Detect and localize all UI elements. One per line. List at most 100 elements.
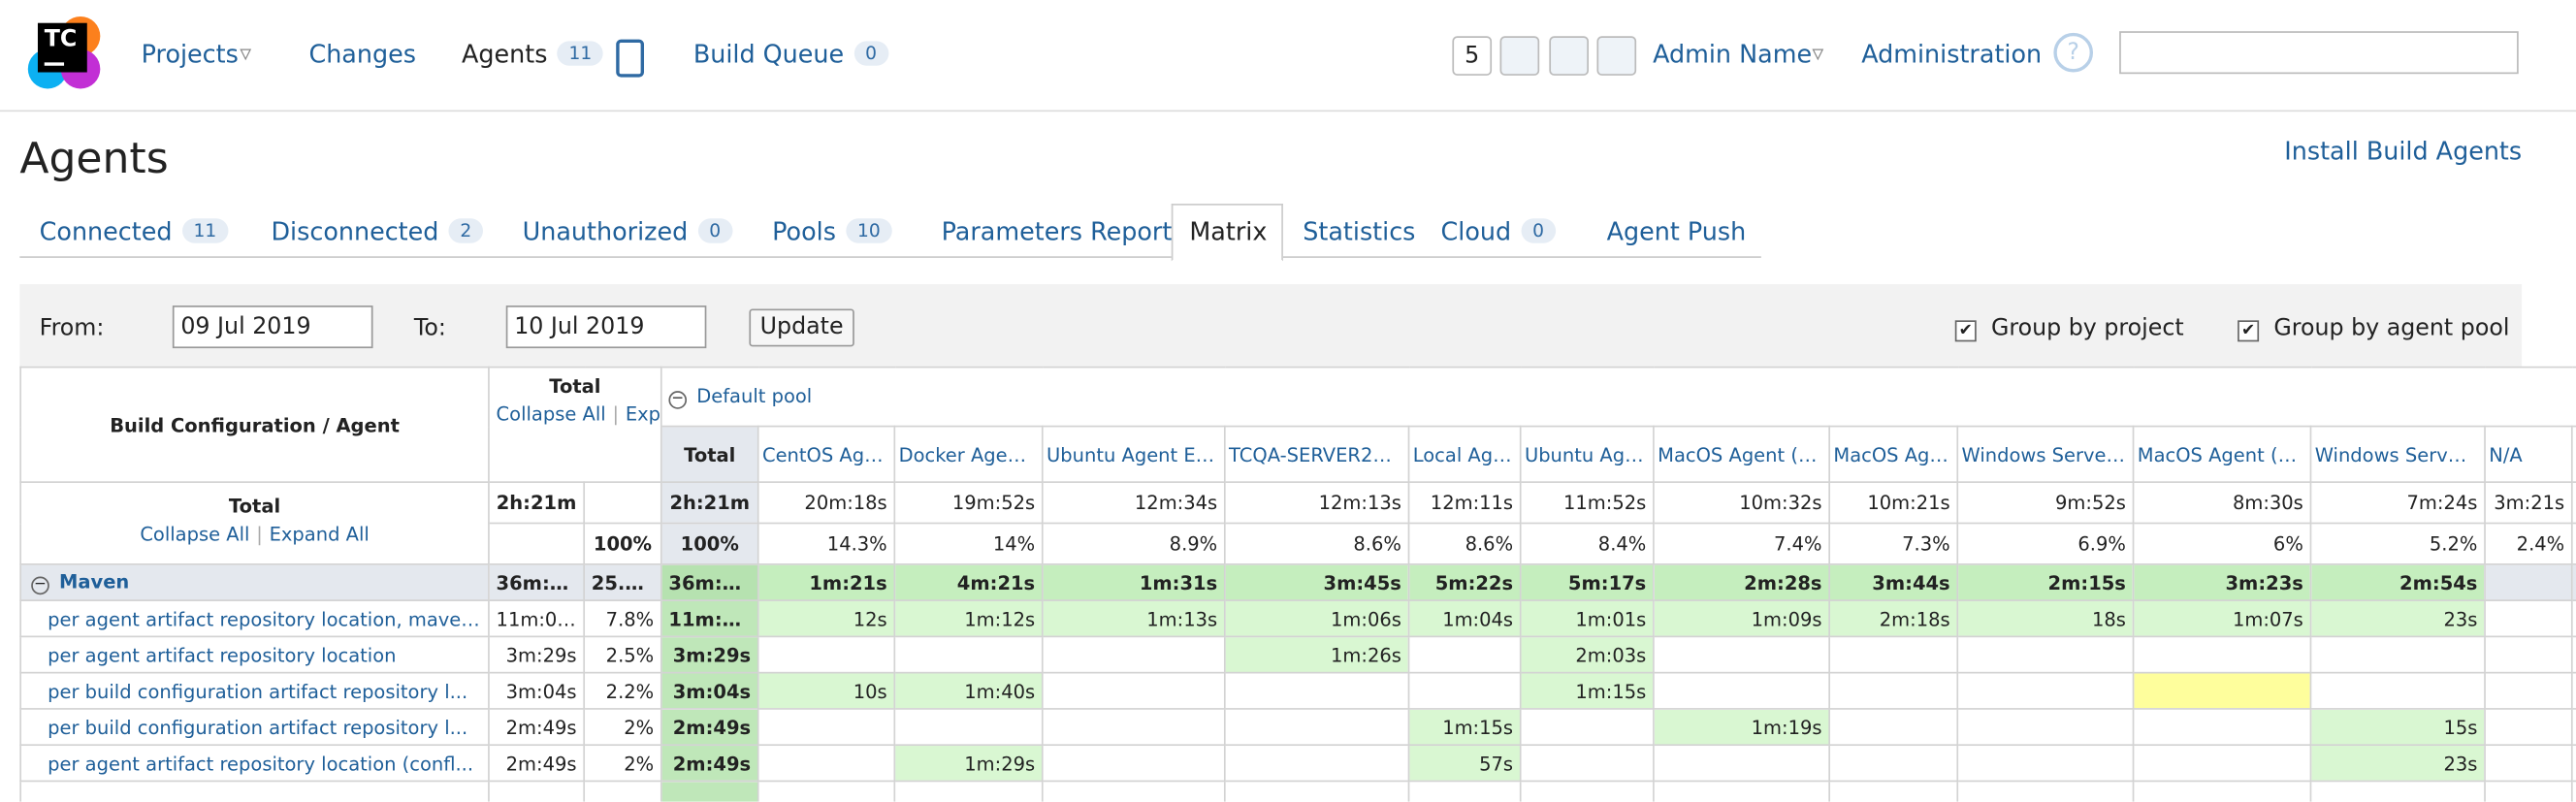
config-name[interactable]: per build configuration artifact reposit… xyxy=(19,708,490,747)
agent-time xyxy=(1407,635,1522,674)
to-input[interactable]: 10 Jul 2019 xyxy=(505,305,707,349)
total-time xyxy=(488,522,586,565)
collapse-all[interactable]: Collapse All xyxy=(140,522,250,546)
tab[interactable]: Parameters Report xyxy=(942,217,1173,246)
total-label: Total Collapse All | Expand All xyxy=(19,481,490,565)
tab[interactable]: Pools 10 xyxy=(772,217,892,246)
logo[interactable]: TC xyxy=(24,14,103,92)
tab[interactable]: Matrix xyxy=(1189,217,1267,246)
row-pool-total: 11m:04s xyxy=(660,599,759,638)
collapse-expand: Collapse All|Expand All xyxy=(28,518,482,553)
expand-all[interactable]: Expand All xyxy=(269,522,370,546)
config-name[interactable]: per agent artifact repository location, … xyxy=(19,599,490,638)
row-pool-total: 3m:04s xyxy=(660,671,759,710)
row-total: 36m:21s xyxy=(488,563,586,601)
agent-time: 15s xyxy=(2309,708,2486,747)
tab[interactable]: Connected 11 xyxy=(40,217,229,246)
agent-header[interactable]: Ubuntu Agent xyxy=(1519,425,1655,484)
agent-time xyxy=(2484,744,2573,783)
agent-time: 1m:26s xyxy=(1223,635,1410,674)
device-icon[interactable] xyxy=(616,39,645,78)
pool-total: 2h:21m xyxy=(660,481,759,525)
page-title: Agents xyxy=(19,134,169,184)
logo-icon xyxy=(27,16,101,89)
dropdown-arrow[interactable]: ▿ xyxy=(1812,41,1824,68)
config-name[interactable]: per build configuration artifact reposit… xyxy=(19,671,490,710)
icon-button[interactable] xyxy=(1499,36,1540,76)
collapse-icon[interactable]: − xyxy=(31,576,49,595)
agent-header[interactable]: Local Agent xyxy=(1407,425,1522,484)
agent-time: 1m:09s xyxy=(1653,599,1831,638)
config-name[interactable]: per agent artifact repository location xyxy=(19,635,490,674)
agent-header[interactable]: TCQA-SERVER2016 xyxy=(1223,425,1410,484)
administration[interactable]: Administration xyxy=(1861,39,2043,70)
config-row xyxy=(19,780,2576,802)
agent-time: 4m:21s xyxy=(893,563,1044,601)
nav-label: Build Queue xyxy=(692,39,845,70)
install-link[interactable]: Install Build Agents xyxy=(2284,136,2523,167)
search-box[interactable] xyxy=(2119,31,2519,75)
agent-total xyxy=(2570,481,2576,525)
agent-time xyxy=(2570,635,2576,674)
dropdown-arrow[interactable]: ▿ xyxy=(240,41,252,68)
update-button[interactable]: Update xyxy=(749,308,854,347)
pool-name[interactable]: Default pool xyxy=(696,384,813,408)
agent-header[interactable]: Docker Agent D xyxy=(893,425,1044,484)
config-row: per build configuration artifact reposit… xyxy=(19,671,2576,710)
tab-label: Agent Push xyxy=(1606,216,1747,247)
collapse-icon[interactable]: − xyxy=(668,391,688,409)
group-pool[interactable]: Group by agent pool xyxy=(2273,315,2510,342)
agent-time xyxy=(1828,744,1959,783)
help[interactable]: ? xyxy=(2053,32,2094,73)
tab-count: 10 xyxy=(846,218,892,243)
counter[interactable]: 5 xyxy=(1452,36,1493,76)
agent-time xyxy=(1407,671,1522,710)
nav-changes[interactable]: Changes xyxy=(308,39,416,70)
row-total: 2m:49s xyxy=(488,744,586,783)
agent-time: 1m:31s xyxy=(1041,563,1226,601)
tab[interactable]: Agent Push xyxy=(1607,217,1747,246)
tab[interactable]: Disconnected 2 xyxy=(271,217,484,246)
user-menu[interactable]: Admin Name xyxy=(1653,39,1813,70)
agent-time xyxy=(2570,708,2576,747)
from-input[interactable]: 09 Jul 2019 xyxy=(172,305,373,349)
cell xyxy=(757,780,896,802)
cell xyxy=(1407,780,1522,802)
tab[interactable]: Unauthorized 0 xyxy=(523,217,733,246)
tab-label: Matrix xyxy=(1189,216,1268,247)
tab[interactable]: Statistics xyxy=(1303,217,1415,246)
nav-projects[interactable]: Projects xyxy=(141,39,239,70)
to-label: To: xyxy=(413,315,446,342)
config-name[interactable]: per agent artifact repository location (… xyxy=(19,744,490,783)
icon-button[interactable] xyxy=(1596,36,1637,76)
agent-header[interactable]: CentOS Agent xyxy=(757,425,896,484)
checkbox[interactable]: ✔ xyxy=(2238,320,2260,342)
agent-header[interactable]: Ubuntu Agent Em... xyxy=(1041,425,1226,484)
checkbox[interactable]: ✔ xyxy=(1954,320,1977,342)
agent-time: 2m:03s xyxy=(1519,635,1655,674)
agent-header[interactable]: Windows Server ... xyxy=(2309,425,2486,484)
agent-header[interactable]: MacOS Agent (th... xyxy=(1653,425,1831,484)
collapse-all[interactable]: Collapse All xyxy=(496,402,606,426)
agent-header[interactable]: MacOS Agent xyxy=(1828,425,1959,484)
tab[interactable]: Cloud 0 xyxy=(1441,217,1556,246)
agent-time xyxy=(1653,671,1831,710)
agent-time: 1m:07s xyxy=(2132,599,2312,638)
group-project[interactable]: Group by project xyxy=(1991,315,2184,342)
agent-time: 18s xyxy=(1956,599,2135,638)
expand-all[interactable]: Expand All xyxy=(625,402,661,426)
group-label[interactable]: Maven xyxy=(58,569,130,593)
agent-header[interactable]: Windows Server ... xyxy=(1956,425,2135,484)
agent-share: 6% xyxy=(2132,522,2312,565)
agent-time: 1m:06s xyxy=(1223,599,1410,638)
agent-time: 1m:12s xyxy=(893,599,1044,638)
icon-button[interactable] xyxy=(1549,36,1590,76)
agent-time: 57s xyxy=(1407,744,1522,783)
agent-header[interactable]: N/A xyxy=(2484,425,2573,484)
agent-share: 7.4% xyxy=(1653,522,1831,565)
agent-time: 1m:15s xyxy=(1519,671,1655,710)
nav-build-queue[interactable]: Build Queue 0 xyxy=(693,40,888,69)
nav-agents[interactable]: Agents 11 xyxy=(462,40,604,69)
agent-header[interactable]: MacOS Agent (se... xyxy=(2132,425,2312,484)
